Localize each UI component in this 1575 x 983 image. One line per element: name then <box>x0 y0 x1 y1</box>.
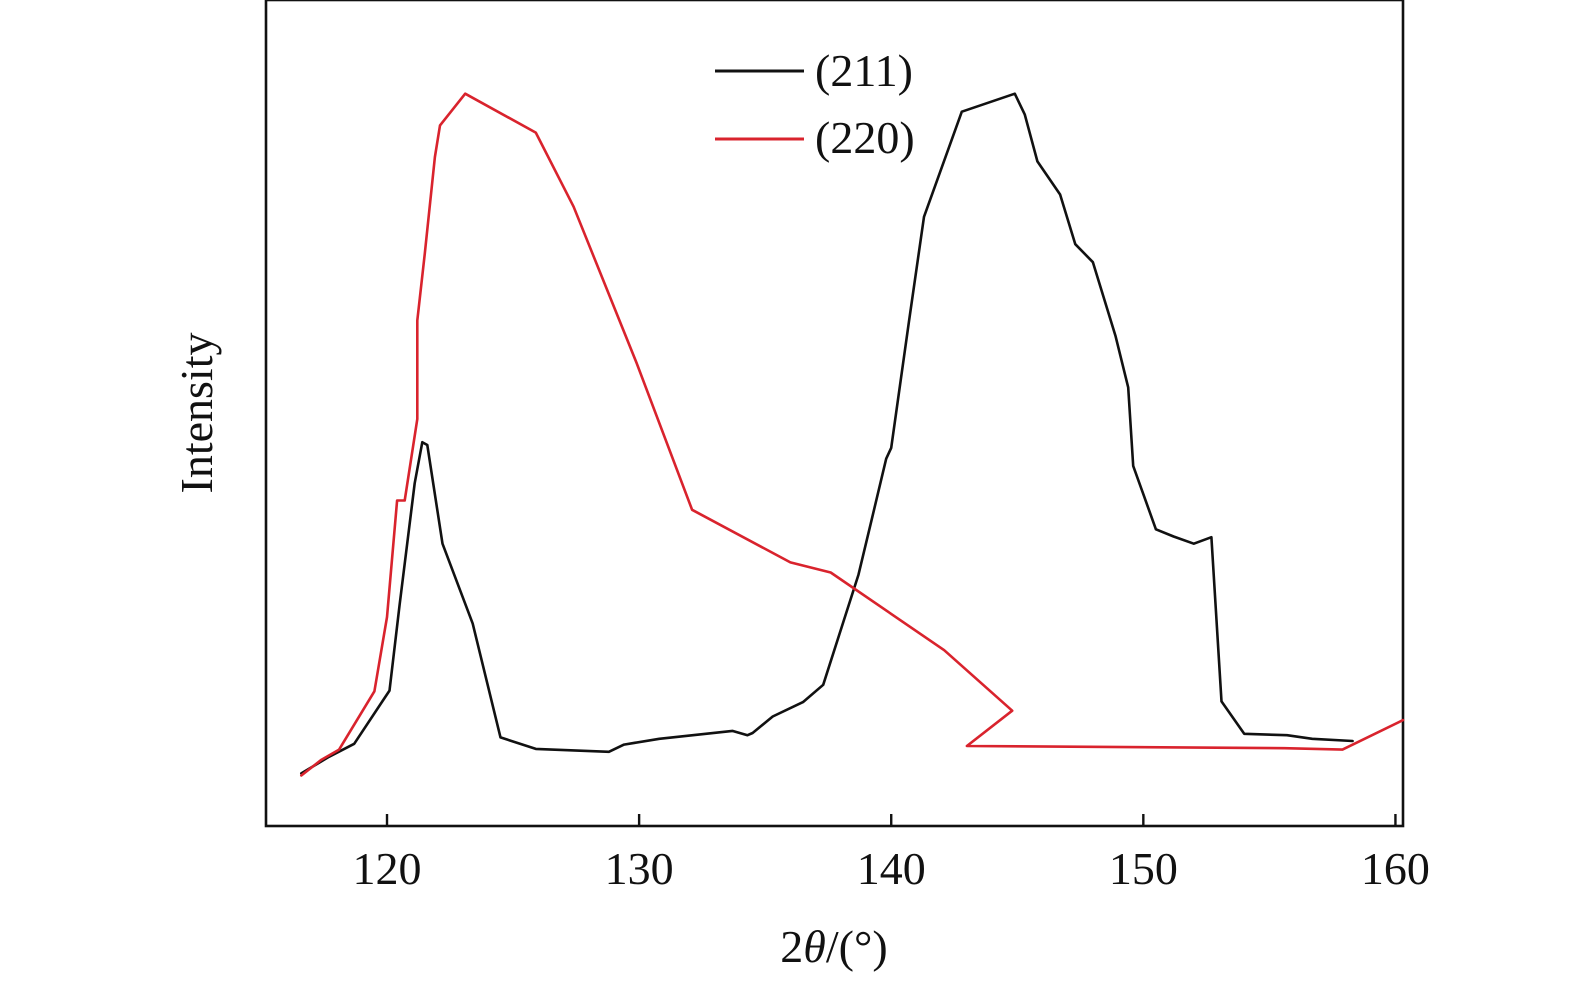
x-tick-label-120: 120 <box>353 843 422 894</box>
x-axis-label-text: 2θ/(°) <box>780 921 887 972</box>
series-layer <box>299 92 1405 777</box>
series-line-211 <box>299 92 1354 775</box>
legend-label-220: (220) <box>815 112 915 163</box>
legend-label-211: (211) <box>815 45 913 96</box>
x-tick-label-150: 150 <box>1109 843 1178 894</box>
y-axis-label: Intensity <box>171 333 222 494</box>
legend: (211) (220) <box>715 45 915 163</box>
plot-frame <box>264 0 1405 828</box>
x-axis-ticks: 120 130 140 150 160 <box>353 814 1430 894</box>
x-axis-label: 2θ/(°) <box>780 921 887 972</box>
x-tick-label-160: 160 <box>1361 843 1430 894</box>
series-line-220 <box>299 92 1405 777</box>
x-tick-label-140: 140 <box>857 843 926 894</box>
x-tick-label-130: 130 <box>605 843 674 894</box>
